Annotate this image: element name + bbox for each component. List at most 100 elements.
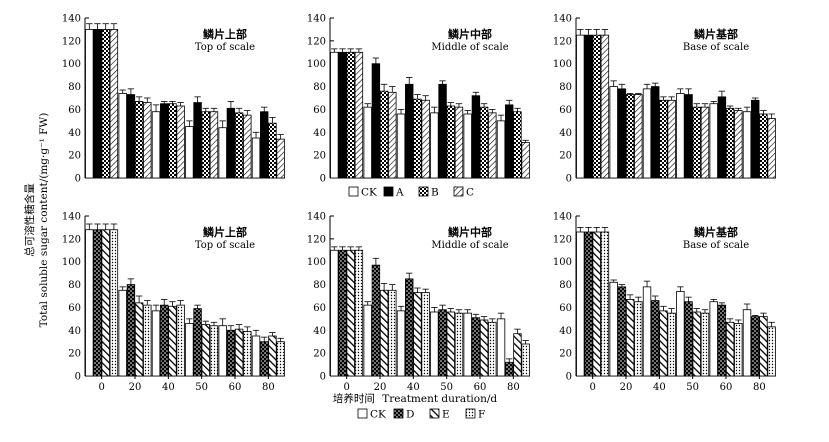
bar-A-60 — [226, 107, 236, 179]
bar-B-80 — [513, 111, 522, 179]
bar-CK-40 — [151, 310, 161, 377]
bar-D-60 — [717, 304, 727, 377]
bar-E-80 — [759, 316, 768, 377]
bar-A-50 — [684, 94, 693, 179]
y-tick-label: 120 — [307, 234, 326, 245]
bar-B-40 — [659, 99, 668, 179]
bar-C-40 — [176, 105, 185, 179]
y-tick-label: 100 — [553, 257, 572, 268]
y-tick-label: 40 — [559, 128, 572, 139]
bar-CK-20 — [609, 281, 618, 377]
bar-F-60 — [243, 331, 252, 377]
bar-B-80 — [268, 122, 277, 179]
bar-C-80 — [276, 138, 285, 179]
legends: CK A B C CK D E F — [348, 186, 485, 421]
x-tick-label: 50 — [440, 382, 453, 393]
bar-B-50 — [201, 111, 210, 179]
bar-D-80 — [260, 341, 269, 377]
y-tick-label: 80 — [68, 82, 81, 93]
bar-A-80 — [260, 111, 269, 179]
bar-A-50 — [193, 102, 202, 179]
bar-E-60 — [725, 321, 735, 377]
y-tick-label: 120 — [62, 36, 81, 47]
x-tick-label: 40 — [407, 382, 420, 393]
legend-label-CK: CK — [370, 409, 386, 421]
bar-A-0 — [93, 29, 102, 179]
y-tick-label: 60 — [559, 303, 572, 314]
bar-F-60 — [734, 323, 743, 377]
bar-C-50 — [209, 111, 219, 179]
y-tick-label: 0 — [320, 372, 326, 383]
y-tick-label: 20 — [313, 151, 326, 162]
y-tick-label: 20 — [559, 151, 572, 162]
panel-title-en: Middle of scale — [431, 240, 508, 251]
bar-F-0 — [600, 231, 610, 377]
bar-E-0 — [346, 249, 355, 377]
bar-E-0 — [592, 231, 601, 377]
bar-CK-60 — [218, 325, 227, 377]
bar-F-0 — [354, 249, 364, 377]
x-axis-title-en: Treatment duration/d — [382, 393, 497, 405]
bar-E-0 — [101, 229, 110, 377]
y-tick-label: 80 — [559, 280, 572, 291]
x-tick-label: 60 — [720, 382, 733, 393]
bar-B-60 — [479, 106, 489, 179]
bar-C-50 — [700, 106, 710, 179]
bar-A-0 — [584, 34, 593, 179]
bar-CK-20 — [363, 106, 372, 179]
panel-title-cn: 鳞片中部 — [448, 225, 492, 239]
bar-CK-50 — [430, 311, 439, 377]
bar-D-50 — [684, 301, 693, 377]
x-tick-label: 60 — [474, 382, 487, 393]
legend-swatch-D — [393, 408, 404, 419]
bar-B-40 — [168, 103, 177, 179]
bar-CK-80 — [251, 137, 261, 179]
panel-title-en: Middle of scale — [431, 42, 508, 53]
x-axis-title: 培养时间 Treatment duration/d — [333, 392, 498, 405]
bar-CK-0 — [85, 229, 94, 377]
bar-D-20 — [617, 286, 627, 377]
bar-CK-80 — [496, 318, 506, 377]
bar-F-40 — [176, 304, 185, 377]
y-tick-label: 60 — [559, 105, 572, 116]
bar-F-0 — [109, 229, 119, 377]
panel-title-cn: 鳞片基部 — [694, 225, 738, 239]
bar-CK-80 — [742, 309, 752, 377]
y-tick-label: 40 — [313, 326, 326, 337]
bar-C-20 — [143, 102, 152, 179]
bar-E-60 — [479, 319, 489, 377]
bar-CK-20 — [363, 304, 372, 377]
bar-D-20 — [126, 284, 136, 377]
y-tick-label: 140 — [307, 14, 326, 25]
bar-CK-50 — [185, 126, 194, 179]
bar-B-40 — [413, 98, 422, 179]
bar-CK-40 — [396, 310, 406, 377]
y-tick-label: 60 — [68, 303, 81, 314]
bar-F-50 — [209, 325, 219, 377]
bar-C-80 — [767, 118, 776, 179]
x-tick-label: 0 — [98, 382, 104, 393]
bar-CK-50 — [676, 93, 685, 179]
y-tick-label: 140 — [553, 14, 572, 25]
bar-B-20 — [379, 90, 389, 179]
bar-F-40 — [421, 292, 430, 377]
bar-A-40 — [651, 86, 660, 179]
bar-F-40 — [667, 312, 676, 377]
y-tick-label: 20 — [559, 349, 572, 360]
bar-CK-0 — [576, 34, 585, 179]
bar-D-0 — [584, 231, 593, 377]
bar-CK-60 — [463, 113, 472, 179]
bar-CK-50 — [430, 112, 439, 179]
y-tick-label: 80 — [313, 82, 326, 93]
y-tick-label: 20 — [68, 349, 81, 360]
bar-A-20 — [371, 63, 381, 179]
bar-D-0 — [93, 229, 102, 377]
bar-E-40 — [659, 310, 668, 377]
y-tick-label: 60 — [68, 105, 81, 116]
legend-swatch-C — [453, 186, 464, 197]
panel-title-en: Top of scale — [195, 240, 255, 251]
